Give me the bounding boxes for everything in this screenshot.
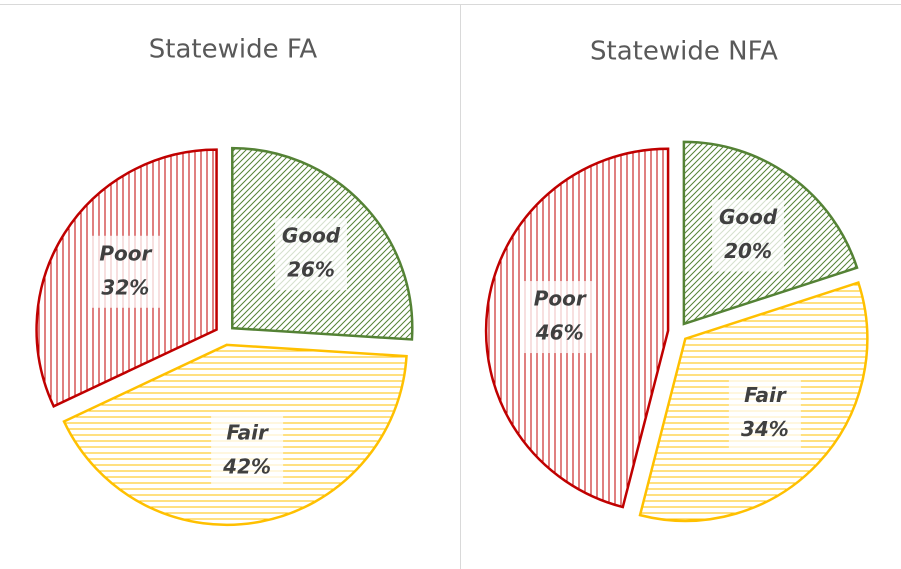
label-bg	[275, 218, 348, 291]
data-label-category: Poor	[534, 287, 587, 311]
chart-title: Statewide FA	[149, 35, 318, 65]
label-bg	[728, 377, 801, 450]
data-label-value: 26%	[287, 258, 335, 282]
data-label-category: Fair	[744, 383, 787, 407]
data-label-value: 32%	[101, 275, 149, 299]
data-label-value: 20%	[724, 239, 772, 263]
data-label-category: Good	[282, 224, 341, 248]
label-bg	[89, 235, 162, 308]
data-label-category: Good	[719, 205, 778, 229]
data-label-value: 42%	[222, 454, 271, 478]
chart-title: Statewide NFA	[590, 37, 778, 67]
data-label-value: 46%	[535, 321, 584, 345]
data-label-category: Poor	[99, 241, 152, 265]
label-bg	[211, 414, 284, 487]
label-bg	[712, 199, 785, 272]
data-label-category: Fair	[226, 420, 269, 444]
data-label-value: 34%	[741, 417, 789, 441]
label-bg	[523, 281, 596, 354]
